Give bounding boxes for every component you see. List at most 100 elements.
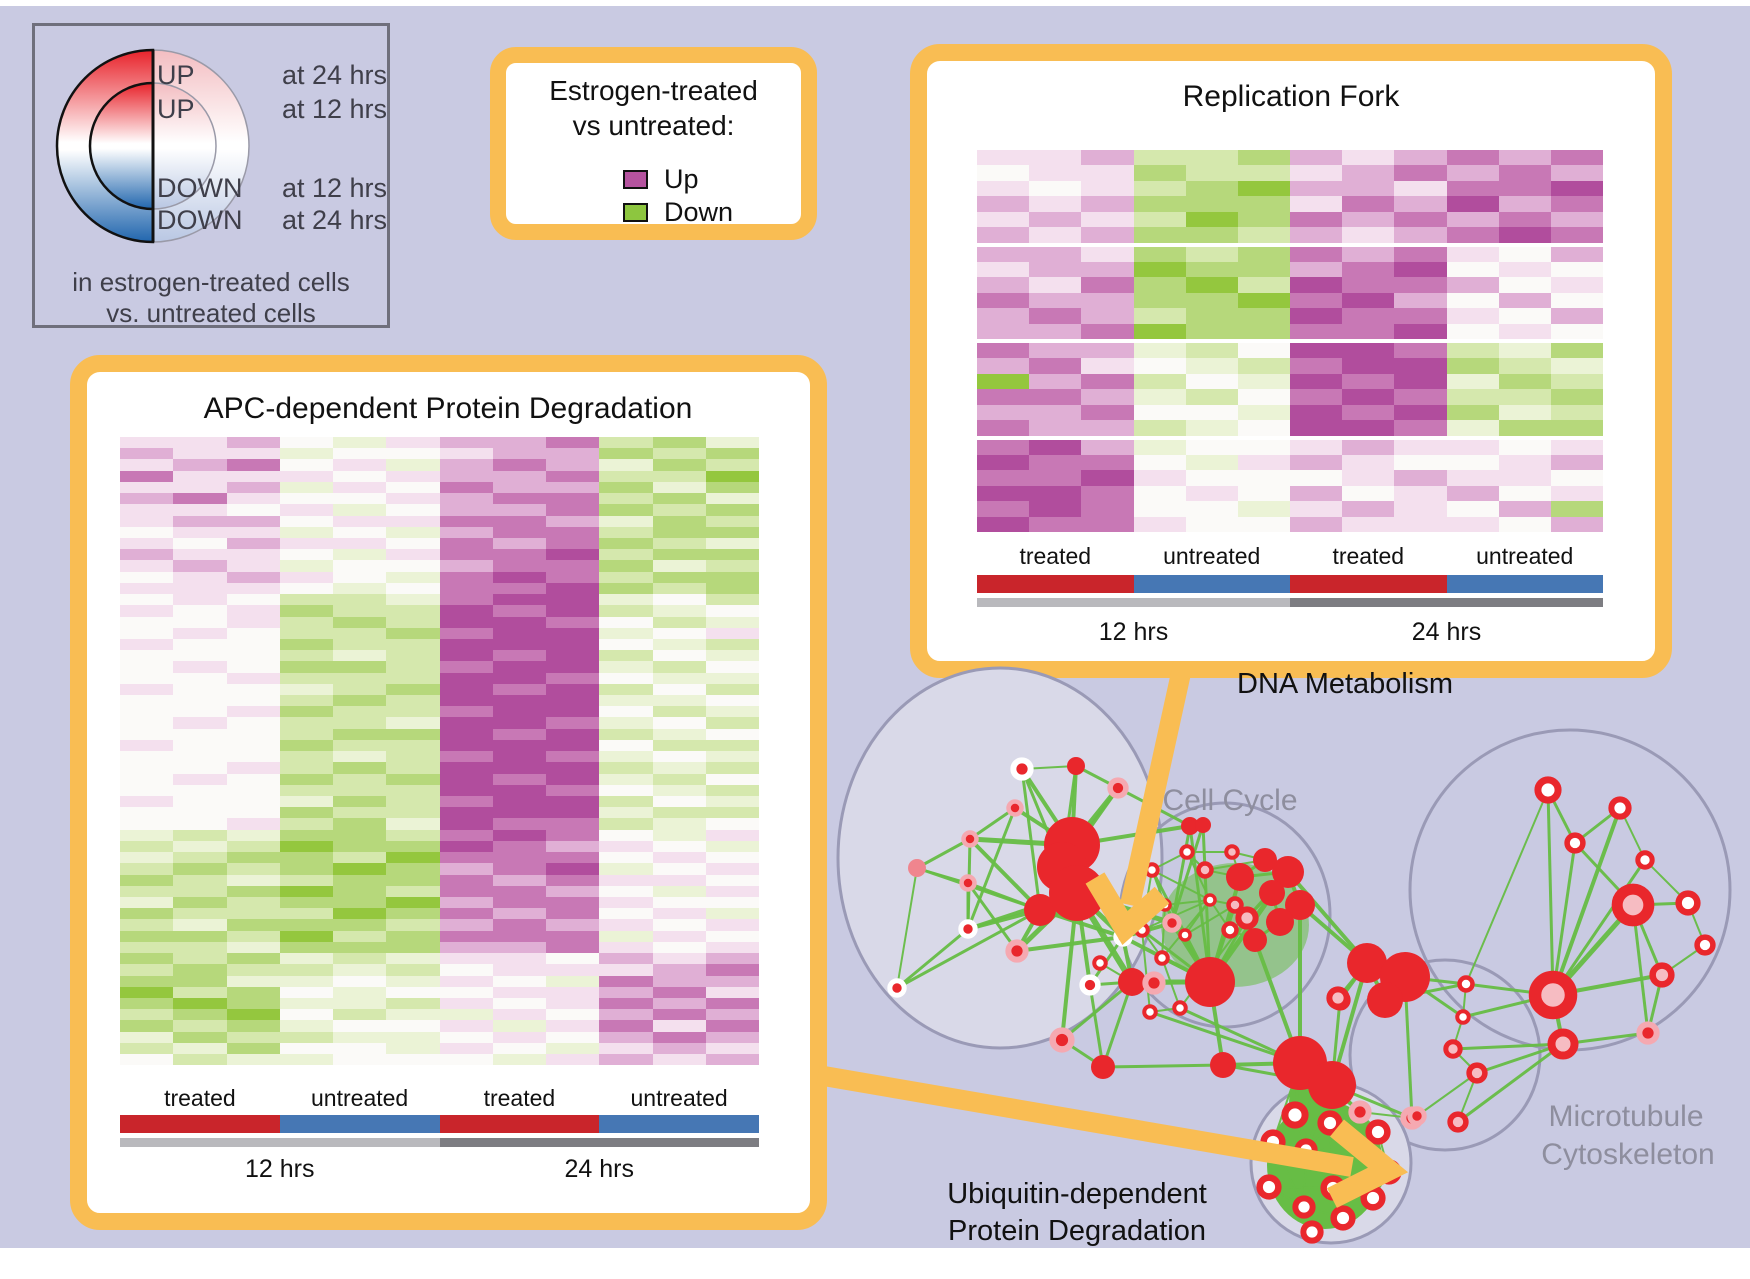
heatmap-cell — [173, 616, 227, 628]
heatmap-cell — [1550, 389, 1604, 405]
heatmap-row — [977, 227, 1604, 243]
heatmap-cell — [120, 762, 174, 774]
heatmap-cell — [1550, 227, 1604, 243]
heatmap-cell — [492, 560, 546, 572]
heatmap-cell — [705, 1009, 759, 1021]
heatmap-cell — [652, 896, 706, 909]
heatmap-cell — [439, 807, 493, 819]
heatmap-cell — [1498, 358, 1551, 374]
heatmap-cell — [173, 941, 227, 954]
heatmap-cell — [439, 470, 493, 482]
network-node — [1162, 913, 1182, 933]
network-node — [1195, 817, 1211, 833]
heatmap-cell — [1498, 470, 1551, 486]
heatmap-cell — [1185, 246, 1238, 262]
heatmap-cell — [977, 501, 1030, 517]
heatmap-cell — [173, 997, 227, 1010]
heatmap-cell — [652, 829, 706, 841]
heatmap-cell — [333, 605, 387, 617]
heatmap-cell — [652, 762, 706, 774]
heatmap-cell — [120, 751, 174, 763]
heatmap-cell — [1394, 404, 1447, 421]
heatmap-cell — [173, 605, 227, 617]
heatmap-cell — [386, 796, 440, 808]
heatmap-cell — [226, 661, 280, 673]
condition-label: untreated — [1163, 543, 1261, 569]
heatmap-cell — [599, 852, 653, 864]
heatmap-cell — [492, 695, 546, 707]
heatmap-cell — [492, 481, 546, 494]
heatmap-cell — [1237, 246, 1291, 262]
heatmap-cell — [492, 739, 546, 752]
heatmap-cell — [120, 773, 174, 785]
heatmap-cell — [1081, 277, 1134, 293]
heatmap-cell — [173, 751, 227, 763]
heatmap-row — [120, 504, 759, 516]
heatmap-cell — [1446, 150, 1499, 166]
heatmap-cell — [1550, 373, 1604, 390]
heatmap-cell — [1029, 516, 1082, 533]
heatmap-cell — [1290, 292, 1343, 309]
heatmap-cell — [1342, 373, 1395, 390]
heatmap-cell — [977, 404, 1030, 421]
heatmap-cell — [599, 796, 653, 808]
secondary-cluster-ring — [1348, 958, 1542, 1152]
network-node — [1172, 1000, 1188, 1016]
heatmap-cell — [333, 1042, 387, 1055]
heatmap-cell — [492, 751, 546, 763]
heatmap-cell — [226, 650, 280, 662]
legend-up-24-time: at 24 hrs — [281, 60, 387, 90]
condition-bar-segment — [439, 1115, 600, 1133]
heatmap-cell — [226, 751, 280, 763]
legend-caption-line2: vs. untreated cells — [106, 298, 316, 328]
heatmap-cell — [1290, 455, 1343, 471]
heatmap-cell — [705, 997, 759, 1010]
heatmap-row — [977, 246, 1604, 262]
heatmap-cell — [1498, 277, 1551, 293]
heatmap-cell — [439, 605, 493, 617]
heatmap-cell — [652, 863, 706, 875]
heatmap-cell — [599, 807, 653, 819]
heatmap-cell — [439, 683, 493, 696]
heatmap-cell — [226, 1042, 280, 1055]
heatmap-row — [977, 389, 1604, 405]
network-node — [1226, 896, 1244, 914]
heatmap-cell — [386, 560, 440, 572]
heatmap-cell — [439, 560, 493, 572]
heatmap-cell — [226, 941, 280, 954]
heatmap-cell — [1394, 485, 1447, 502]
heatmap-cell — [1237, 455, 1291, 471]
heatmap-cell — [439, 908, 493, 920]
heatmap-cell — [1446, 343, 1499, 359]
heatmap-cell — [333, 986, 387, 998]
heatmap-cell — [546, 953, 600, 965]
heatmap-row — [120, 549, 759, 561]
heatmap-cell — [386, 695, 440, 707]
condition-label: treated — [1332, 543, 1405, 569]
network-node — [959, 874, 977, 892]
heatmap-cell — [599, 885, 653, 897]
heatmap-cell — [652, 470, 706, 482]
heatmap-cell — [1081, 516, 1134, 533]
heatmap-cell — [333, 650, 387, 662]
heatmap-cell — [173, 908, 227, 920]
heatmap-cell — [173, 481, 227, 494]
heatmap-cell — [439, 728, 493, 740]
heatmap-row — [120, 840, 759, 853]
heatmap-cell — [492, 919, 546, 931]
heatmap-cell — [333, 661, 387, 673]
heatmap-cell — [439, 874, 493, 886]
heatmap-cell — [1290, 389, 1343, 405]
heatmap-cell — [173, 526, 227, 538]
heatmap-cell — [652, 953, 706, 965]
heatmap-cell — [439, 975, 493, 987]
heatmap-cell — [386, 784, 440, 796]
heatmap-cell — [1185, 439, 1238, 456]
heatmap-cell — [492, 874, 546, 886]
heatmap-cell — [1290, 308, 1343, 324]
heatmap-cell — [1133, 211, 1186, 228]
heatmap-cell — [546, 582, 600, 595]
heatmap-cell — [705, 762, 759, 774]
heatmap-cell — [652, 515, 706, 527]
heatmap-cell — [439, 493, 493, 505]
